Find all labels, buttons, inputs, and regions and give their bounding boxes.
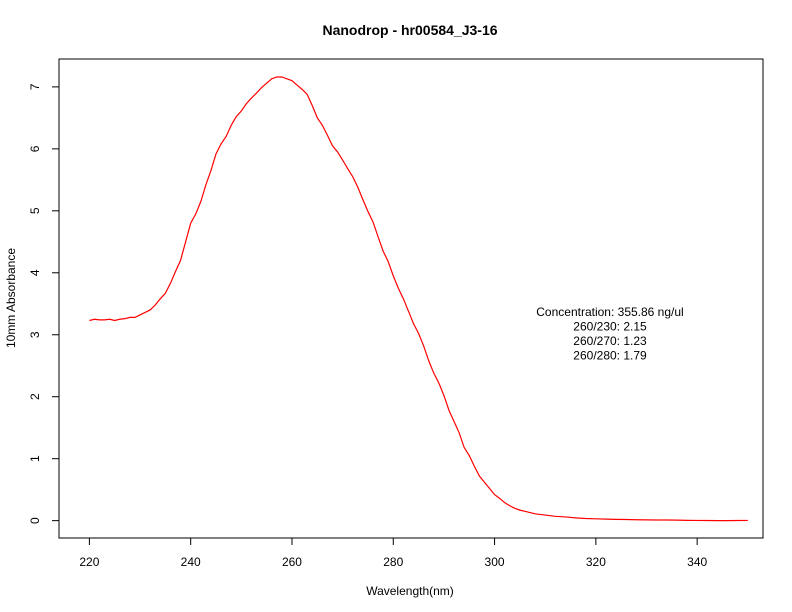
y-tick-label: 3 <box>28 331 42 338</box>
plot-frame <box>58 58 764 539</box>
x-tick-label: 280 <box>383 555 403 569</box>
y-tick-label: 0 <box>28 517 42 524</box>
annotation-line: 260/280: 1.79 <box>573 349 647 363</box>
y-tick-label: 5 <box>28 207 42 214</box>
absorbance-series-line <box>89 76 748 522</box>
x-tick-label: 220 <box>79 555 99 569</box>
x-tick-label: 240 <box>181 555 201 569</box>
annotation-line: 260/270: 1.23 <box>573 334 647 348</box>
y-tick-label: 2 <box>28 393 42 400</box>
x-axis-label: Wavelength(nm) <box>366 584 454 598</box>
x-tick-label: 320 <box>586 555 606 569</box>
x-tick-label: 300 <box>485 555 505 569</box>
y-tick-label: 6 <box>28 145 42 152</box>
annotation-line: 260/230: 2.15 <box>573 320 647 334</box>
annotation-line: Concentration: 355.86 ng/ul <box>536 305 683 319</box>
y-tick-label: 4 <box>28 269 42 276</box>
y-axis-label: 10mm Absorbance <box>4 248 18 348</box>
y-axis: 0 1 2 3 4 5 6 7 <box>28 83 60 524</box>
chart-title: Nanodrop - hr00584_J3-16 <box>322 22 497 38</box>
y-tick-label: 7 <box>28 83 42 90</box>
y-tick-label: 1 <box>28 455 42 462</box>
x-axis: 220 240 260 280 300 320 340 <box>79 537 707 569</box>
x-tick-label: 340 <box>687 555 707 569</box>
x-tick-label: 260 <box>282 555 302 569</box>
